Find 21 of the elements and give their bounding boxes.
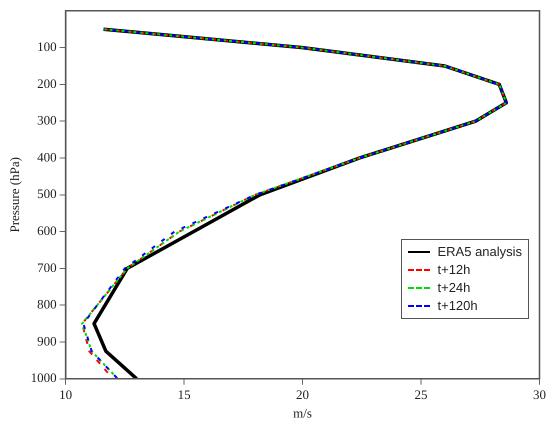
legend-label: t+120h: [438, 298, 478, 314]
y-tick-label: 100: [37, 39, 57, 54]
y-tick-label: 600: [37, 223, 57, 238]
y-axis-title: Pressure (hPa): [7, 157, 22, 233]
x-tick-label: 25: [414, 387, 428, 402]
y-tick-label: 300: [37, 112, 57, 128]
y-tick-label: 700: [37, 260, 57, 275]
legend-label: t+24h: [438, 280, 470, 296]
y-tick-label: 1000: [30, 370, 57, 386]
y-tick-label: 400: [37, 149, 57, 164]
y-tick-label: 800: [37, 296, 57, 312]
legend-label: ERA5 analysis: [438, 244, 522, 260]
x-tick-label: 20: [296, 387, 310, 402]
y-tick-label: 900: [37, 333, 57, 348]
y-tick-label: 200: [37, 76, 57, 91]
x-tick-label: 15: [178, 387, 191, 402]
x-tick-label: 30: [533, 387, 546, 402]
x-tick-label: 10: [59, 387, 72, 402]
legend-label: t+12h: [438, 262, 470, 278]
y-tick-label: 500: [37, 186, 57, 202]
x-axis-title: m/s: [293, 406, 312, 421]
